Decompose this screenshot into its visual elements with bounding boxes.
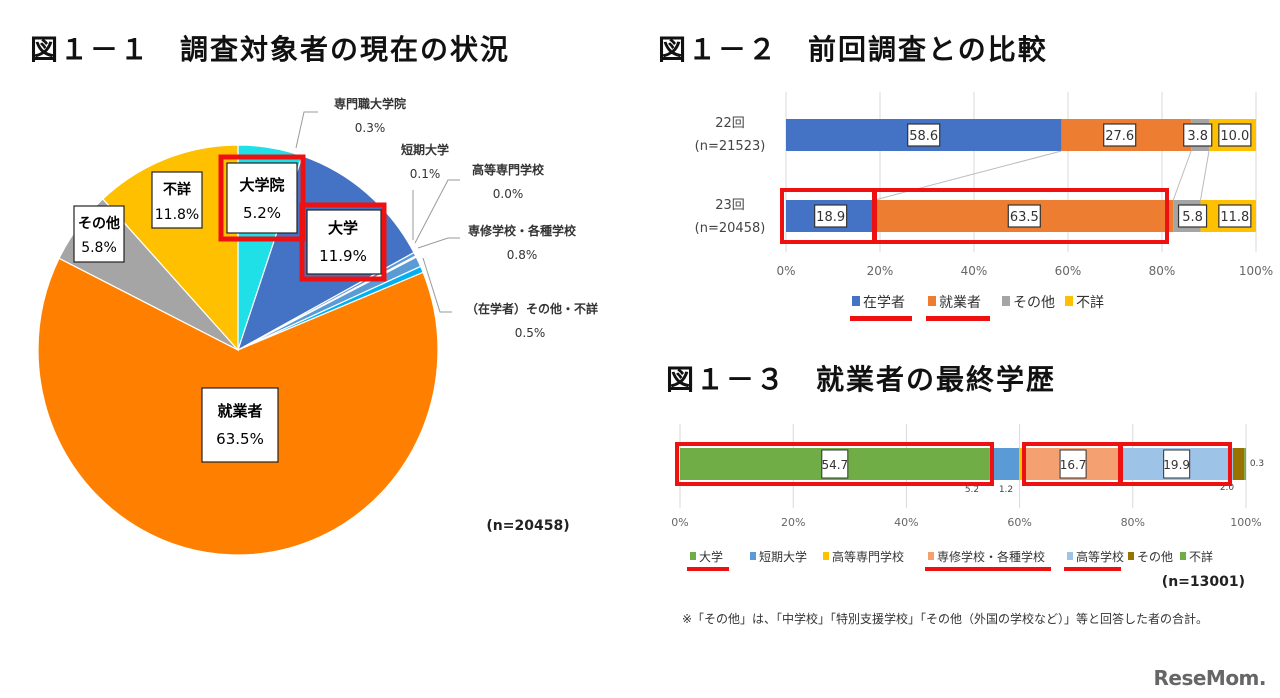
resemom-logo: ReseMom. — [1153, 666, 1266, 690]
svg-text:専門職大学院: 専門職大学院 — [334, 96, 406, 111]
svg-text:5.2%: 5.2% — [243, 204, 281, 222]
highlight-box — [1118, 442, 1232, 486]
svg-text:40%: 40% — [961, 264, 988, 278]
pie-sample-size: (n=20458) — [486, 518, 569, 534]
legend-item: 高等専門学校 — [832, 549, 904, 564]
value-label: 5.8 — [1182, 210, 1203, 225]
footnote: ※「その他」は、「中学校」「特別支援学校」「その他（外国の学校など）」等と回答し… — [682, 612, 1209, 626]
bar-segment — [989, 448, 1020, 480]
svg-text:0.5%: 0.5% — [515, 326, 546, 340]
sample-size: (n=13001) — [1162, 574, 1245, 590]
svg-text:5.8%: 5.8% — [81, 240, 117, 256]
value-label: 58.6 — [909, 129, 938, 144]
svg-text:0.1%: 0.1% — [410, 167, 441, 181]
pie-label-daigakuin: 大学院 5.2% — [218, 154, 306, 242]
value-label: 5.2 — [965, 485, 979, 495]
svg-text:22回: 22回 — [715, 116, 745, 131]
legend: 大学 短期大学 高等専門学校 専修学校・各種学校 高等学校 その他 不詳 — [687, 549, 1213, 571]
figure-1-title: 図１－１ 調査対象者の現在の状況 — [30, 33, 511, 66]
bar-rows: 58.6 27.6 3.8 10.0 18.9 63.5 5.8 11.8 — [780, 119, 1256, 244]
legend: 在学者 就業者 その他 不詳 — [850, 295, 1104, 321]
legend-item: 大学 — [699, 549, 723, 564]
value-label: 63.5 — [1010, 210, 1039, 225]
svg-text:0.0%: 0.0% — [493, 187, 524, 201]
svg-text:(n=21523): (n=21523) — [695, 139, 766, 154]
figure-3-title: 図１－３ 就業者の最終学歴 — [666, 363, 1057, 396]
x-axis-ticks: 0% 20% 40% 60% 80% 100% — [671, 516, 1261, 529]
svg-text:0%: 0% — [776, 264, 795, 278]
highlight-box — [218, 154, 306, 242]
legend-item: 不詳 — [1189, 549, 1213, 564]
value-label: 27.6 — [1105, 129, 1134, 144]
pie-outer-labels: 専門職大学院 0.3% 短期大学 0.1% 高等専門学校 0.0% 専修学校・各… — [334, 96, 598, 340]
legend-item: 在学者 — [863, 295, 905, 311]
svg-text:100%: 100% — [1239, 264, 1273, 278]
svg-text:11.9%: 11.9% — [319, 247, 367, 265]
svg-text:0%: 0% — [671, 516, 688, 529]
svg-text:40%: 40% — [894, 516, 918, 529]
svg-text:不詳: 不詳 — [163, 181, 191, 198]
legend-item: 専修学校・各種学校 — [937, 549, 1045, 564]
bar-segments: 54.7 16.7 19.9 5.2 1.2 2.0 0.3 — [675, 442, 1264, 495]
legend-item: 不詳 — [1076, 295, 1104, 311]
pie-label-daigaku: 大学 11.9% — [299, 202, 387, 282]
pie-label-fusho: 不詳 11.8% — [151, 171, 203, 229]
highlight-box — [299, 202, 387, 282]
comparison-bar-chart: 58.6 27.6 3.8 10.0 18.9 63.5 5.8 11.8 0% 20% 40% 6… — [695, 92, 1273, 321]
value-label: 3.8 — [1187, 129, 1208, 144]
svg-text:大学: 大学 — [328, 219, 358, 237]
svg-text:専修学校・各種学校: 専修学校・各種学校 — [468, 223, 577, 238]
legend-item: 短期大学 — [759, 549, 807, 564]
pie-label-sonota: その他 5.8% — [73, 205, 125, 263]
svg-text:11.8%: 11.8% — [155, 207, 199, 223]
svg-text:20%: 20% — [781, 516, 805, 529]
legend-item: 高等学校 — [1076, 549, 1124, 564]
highlight-box — [675, 442, 994, 486]
svg-text:80%: 80% — [1149, 264, 1176, 278]
value-label: 16.7 — [1060, 458, 1087, 472]
svg-text:高等専門学校: 高等専門学校 — [472, 162, 545, 177]
svg-text:20%: 20% — [867, 264, 894, 278]
pie-slice — [101, 144, 239, 352]
highlight-box — [873, 188, 1169, 244]
figure-2-title: 図１－２ 前回調査との比較 — [658, 33, 1048, 66]
svg-text:23回: 23回 — [715, 198, 745, 213]
x-axis-ticks: 0% 20% 40% 60% 80% 100% — [776, 264, 1273, 278]
pie-chart: 不詳 11.8% その他 5.8% 大学院 5.2% 大学 11.9% 就業者 … — [37, 96, 598, 556]
pie-label-shugyo: 就業者 63.5% — [201, 387, 279, 463]
bar-segment — [1232, 448, 1245, 480]
row-labels: 22回 (n=21523) 23回 (n=20458) — [695, 116, 766, 236]
legend-item: その他 — [1013, 295, 1055, 311]
value-label: 54.7 — [821, 458, 848, 472]
legend-item: その他 — [1137, 550, 1173, 564]
svg-text:0.3%: 0.3% — [355, 121, 386, 135]
svg-text:(n=20458): (n=20458) — [695, 221, 766, 236]
svg-text:大学院: 大学院 — [239, 176, 284, 194]
svg-text:（在学者）その他・不詳: （在学者）その他・不詳 — [466, 301, 598, 316]
svg-text:短期大学: 短期大学 — [401, 142, 449, 157]
value-label: 1.2 — [999, 485, 1013, 495]
value-label: 11.8 — [1220, 210, 1249, 225]
value-label: 19.9 — [1163, 458, 1190, 472]
education-bar-chart: 54.7 16.7 19.9 5.2 1.2 2.0 0.3 0% 20% 40% 60% 80% 1… — [671, 424, 1264, 590]
value-label: 10.0 — [1220, 129, 1249, 144]
value-label: 0.3 — [1250, 459, 1264, 469]
value-label: 18.9 — [816, 210, 845, 225]
svg-text:60%: 60% — [1007, 516, 1031, 529]
svg-text:0.8%: 0.8% — [507, 248, 538, 262]
value-label: 2.0 — [1220, 483, 1235, 493]
svg-text:60%: 60% — [1055, 264, 1082, 278]
bar-segment — [1244, 448, 1246, 480]
leader-lines — [295, 111, 460, 313]
svg-text:就業者: 就業者 — [217, 402, 262, 420]
svg-text:80%: 80% — [1121, 516, 1145, 529]
legend-item: 就業者 — [939, 295, 981, 311]
svg-text:100%: 100% — [1230, 516, 1261, 529]
svg-text:その他: その他 — [78, 215, 120, 232]
svg-text:63.5%: 63.5% — [216, 430, 264, 448]
